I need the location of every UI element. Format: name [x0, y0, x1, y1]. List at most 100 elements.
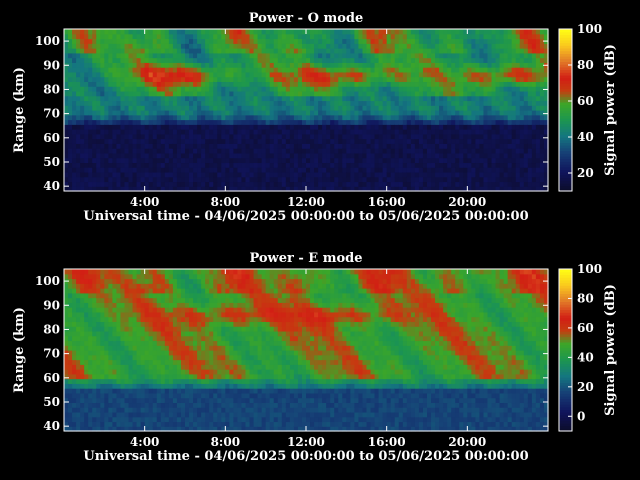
heatmap-cell	[358, 86, 364, 92]
heatmap-cell	[495, 181, 501, 187]
heatmap-cell	[410, 152, 416, 159]
heatmap-cell	[132, 411, 138, 418]
heatmap-cell	[221, 171, 226, 178]
heatmap-cell	[531, 176, 537, 183]
heatmap-cell	[543, 143, 549, 149]
heatmap-cell	[209, 86, 214, 92]
heatmap-cell	[152, 43, 158, 49]
heatmap-cell	[531, 90, 537, 97]
heatmap-cell	[455, 114, 460, 121]
heatmap-cell	[318, 90, 323, 97]
heatmap-cell	[318, 43, 323, 49]
heatmap-cell	[378, 71, 384, 78]
heatmap-cell	[539, 29, 545, 35]
heatmap-cell	[201, 76, 206, 83]
heatmap-cell	[185, 129, 190, 135]
heatmap-cell	[382, 76, 388, 83]
heatmap-cell	[515, 176, 521, 183]
heatmap-cell	[398, 90, 404, 97]
heatmap-cell	[394, 114, 400, 121]
heatmap-cell	[144, 90, 150, 97]
heatmap-cell	[406, 176, 412, 183]
heatmap-cell	[310, 52, 315, 59]
heatmap-cell	[132, 119, 138, 125]
heatmap-cell	[80, 273, 85, 280]
heatmap-cell	[140, 152, 146, 159]
heatmap-cell	[342, 124, 347, 130]
heatmap-cell	[116, 283, 122, 289]
heatmap-cell	[176, 90, 182, 97]
heatmap-cell	[519, 52, 525, 59]
heatmap-cell	[197, 133, 202, 140]
heatmap-cell	[88, 407, 93, 413]
heatmap-cell	[241, 100, 247, 106]
heatmap-cell	[164, 71, 170, 78]
heatmap-cell	[213, 129, 218, 135]
heatmap-cell	[285, 62, 291, 68]
heatmap-cell	[84, 81, 89, 87]
heatmap-cell	[455, 162, 460, 168]
heatmap-cell	[451, 81, 456, 87]
heatmap-cell	[140, 157, 146, 164]
heatmap-cell	[245, 81, 251, 87]
heatmap-cell	[334, 48, 339, 54]
heatmap-cell	[92, 311, 97, 318]
heatmap-cell	[431, 52, 436, 59]
heatmap-cell	[539, 167, 545, 173]
heatmap-cell	[237, 152, 243, 159]
heatmap-cell	[189, 152, 194, 159]
heatmap-cell	[172, 76, 178, 83]
heatmap-cell	[237, 38, 243, 44]
heatmap-cell	[318, 114, 323, 121]
heatmap-cell	[467, 152, 472, 159]
heatmap-cell	[289, 148, 295, 154]
heatmap-cell	[539, 95, 545, 102]
heatmap-cell	[330, 124, 335, 130]
heatmap-cell	[209, 38, 214, 44]
heatmap-cell	[225, 48, 230, 54]
heatmap-cell	[285, 76, 291, 83]
heatmap-cell	[225, 86, 230, 92]
heatmap-cell	[128, 407, 134, 413]
heatmap-cell	[172, 138, 178, 144]
heatmap-cell	[511, 95, 517, 102]
heatmap-cell	[64, 292, 69, 299]
heatmap-cell	[326, 138, 331, 144]
heatmap-cell	[471, 100, 476, 106]
heatmap-cell	[205, 86, 210, 92]
heatmap-cell	[350, 90, 355, 97]
heatmap-cell	[148, 345, 154, 351]
heatmap-cell	[414, 67, 420, 73]
heatmap-cell	[467, 129, 472, 135]
heatmap-cell	[463, 86, 468, 92]
heatmap-cell	[491, 110, 497, 116]
heatmap-cell	[144, 340, 150, 346]
heatmap-cell	[346, 81, 351, 87]
heatmap-cell	[164, 162, 170, 168]
heatmap-cell	[277, 38, 283, 44]
heatmap-cell	[100, 373, 105, 380]
heatmap-cell	[209, 152, 214, 159]
heatmap-cell	[451, 100, 456, 106]
heatmap-cell	[362, 152, 368, 159]
heatmap-cell	[156, 114, 162, 121]
heatmap-cell	[475, 95, 481, 102]
heatmap-cell	[390, 100, 396, 106]
heatmap-cell	[148, 397, 154, 404]
heatmap-cell	[269, 176, 275, 183]
heatmap-cell	[507, 148, 513, 154]
heatmap-cell	[398, 100, 404, 106]
heatmap-cell	[495, 124, 501, 130]
heatmap-cell	[418, 105, 424, 111]
heatmap-cell	[406, 181, 412, 187]
heatmap-cell	[475, 186, 481, 192]
heatmap-cell	[88, 62, 93, 68]
heatmap-cell	[205, 71, 210, 78]
heatmap-cell	[233, 129, 239, 135]
heatmap-cell	[116, 416, 122, 423]
heatmap-cell	[418, 152, 424, 159]
heatmap-cell	[164, 29, 170, 35]
heatmap-cell	[168, 100, 174, 106]
heatmap-cell	[338, 62, 343, 68]
heatmap-cell	[132, 292, 138, 299]
